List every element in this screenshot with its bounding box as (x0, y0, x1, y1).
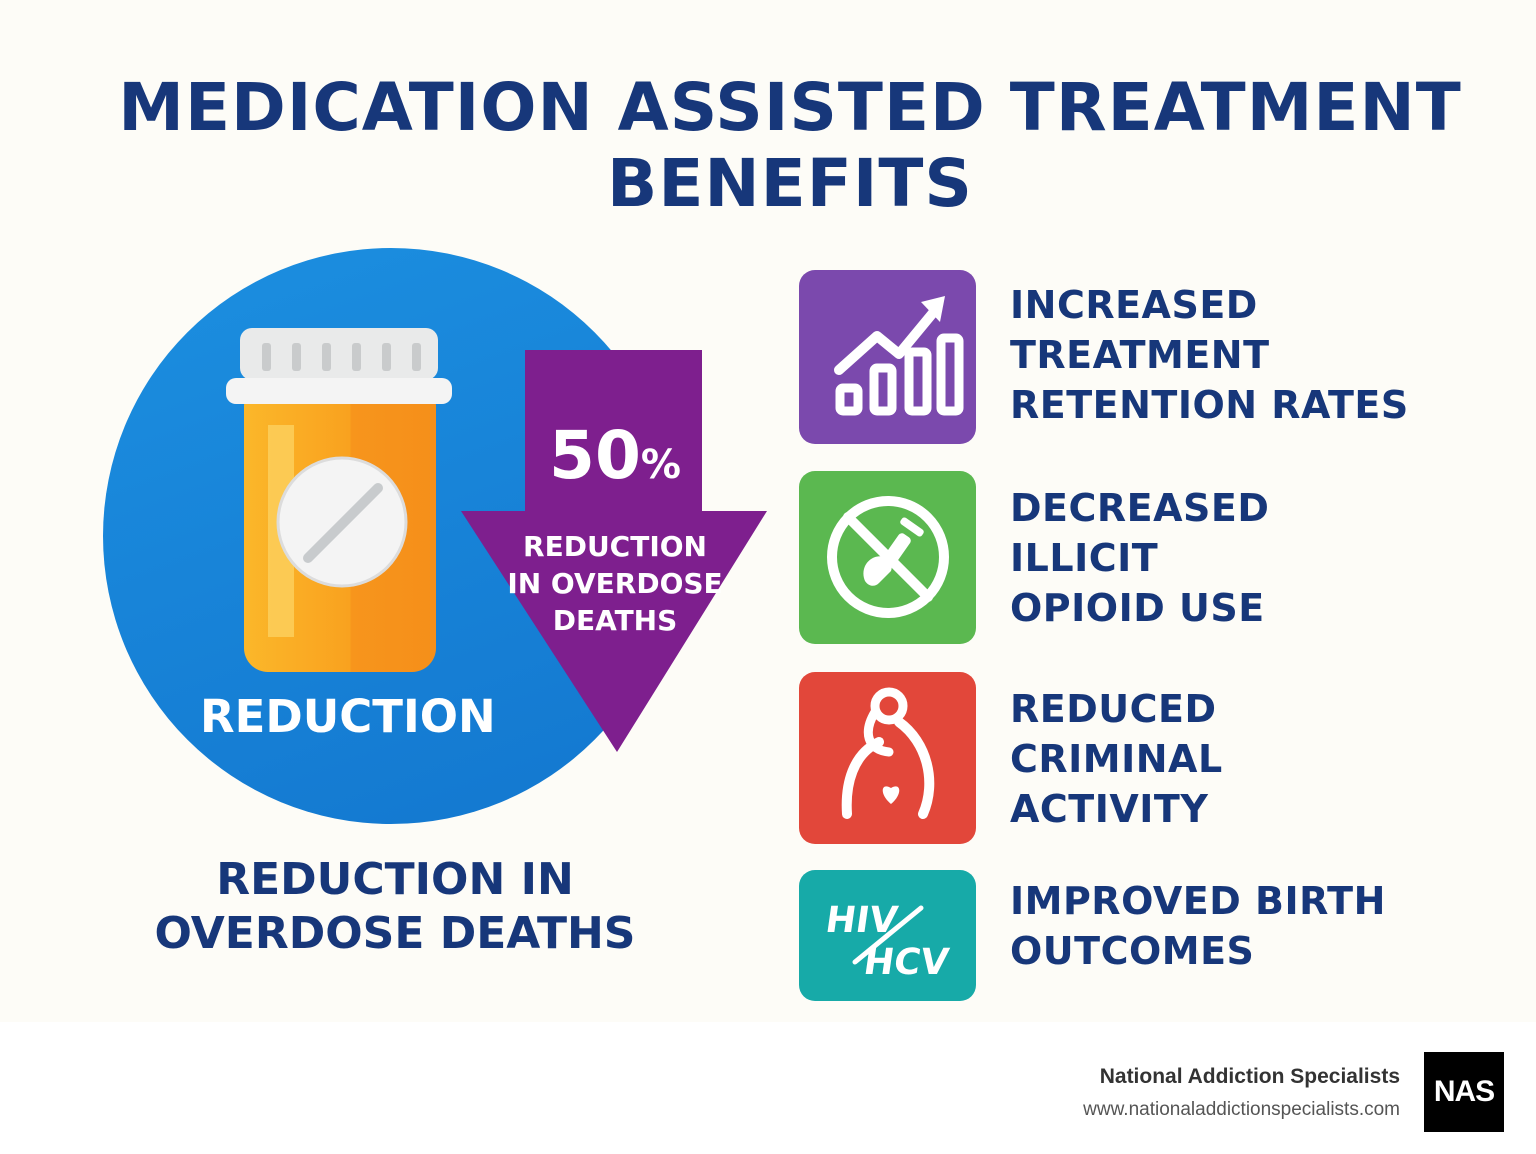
benefit-3-line-1: REDUCED (1010, 687, 1217, 731)
percent-number: 50 (549, 417, 641, 494)
highlight-caption: REDUCTION IN OVERDOSE DEATHS (120, 853, 670, 961)
benefit-2-line-1: DECREASED (1010, 486, 1270, 530)
caption-line-2: OVERDOSE DEATHS (154, 908, 636, 959)
title-line-1: MEDICATION ASSISTED TREATMENT (118, 69, 1462, 146)
pregnant-person-icon (841, 687, 935, 819)
benefit-3-line-3: ACTIVITY (1010, 787, 1209, 831)
page-title: MEDICATION ASSISTED TREATMENT BENEFITS (60, 70, 1520, 222)
footer-url[interactable]: www.nationaladdictionspecialists.com (1083, 1099, 1400, 1120)
benefit-icon-tile-1 (799, 270, 976, 444)
benefit-icon-tile-3 (799, 672, 976, 844)
benefit-3-line-2: CRIMINAL (1010, 737, 1223, 781)
caption-line-1: REDUCTION IN (216, 854, 574, 905)
benefit-text-3: REDUCED CRIMINAL ACTIVITY (1010, 684, 1223, 834)
hiv-hcv-icon: HIV HCV (823, 898, 951, 983)
percent-value: 50% (515, 418, 715, 503)
hcv-label: HCV (861, 940, 951, 983)
benefit-1-line-1: INCREASED (1010, 283, 1258, 327)
pill-bottle-icon (226, 328, 452, 672)
benefit-1-line-2: TREATMENT (1010, 333, 1270, 377)
company-logo: NAS (1424, 1052, 1504, 1132)
arrow-text-line-3: DEATHS (552, 604, 678, 637)
benefit-4-line-2: OUTCOMES (1010, 929, 1255, 973)
down-arrow-icon (461, 350, 767, 752)
benefit-4-line-1: IMPROVED BIRTH (1010, 879, 1386, 923)
no-syringe-icon (827, 496, 949, 618)
arrow-text: REDUCTION IN OVERDOSE DEATHS (500, 528, 730, 639)
arrow-text-line-2: IN OVERDOSE (507, 567, 723, 600)
benefit-icon-tile-4: HIV HCV (799, 870, 976, 1001)
benefit-2-line-2: ILLICIT (1010, 536, 1159, 580)
arrow-text-line-1: REDUCTION (523, 530, 707, 563)
infographic-canvas: MEDICATION ASSISTED TREATMENT BENEFITS (60, 69, 1520, 1001)
title-line-2: BENEFITS (607, 145, 973, 222)
benefit-1-line-3: RETENTION RATES (1010, 383, 1409, 427)
benefit-text-4: IMPROVED BIRTH OUTCOMES (1010, 876, 1386, 976)
footer-company-name: National Addiction Specialists (1099, 1065, 1400, 1088)
chart-up-icon (834, 296, 964, 416)
benefit-2-line-3: OPIOID USE (1010, 586, 1265, 630)
benefit-icon-tile-2 (799, 471, 976, 644)
percent-sign: % (640, 442, 681, 488)
benefit-text-1: INCREASED TREATMENT RETENTION RATES (1010, 280, 1409, 430)
benefit-text-2: DECREASED ILLICIT OPIOID USE (1010, 483, 1269, 633)
circle-label: REDUCTION (200, 690, 496, 743)
